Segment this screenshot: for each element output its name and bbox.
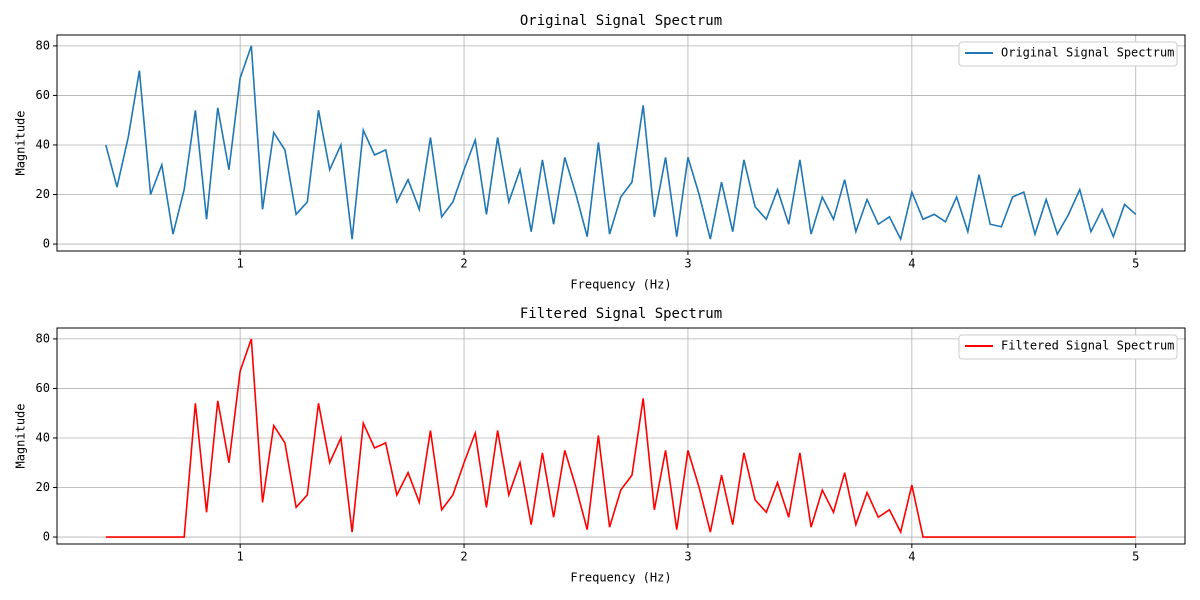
x-tick-label: 2 bbox=[460, 257, 467, 271]
x-axis-label: Frequency (Hz) bbox=[570, 278, 671, 292]
y-tick-label: 80 bbox=[36, 331, 50, 345]
plot-frame bbox=[56, 327, 1186, 545]
x-tick-label: 5 bbox=[1132, 550, 1139, 564]
x-tick-label: 1 bbox=[237, 550, 244, 564]
legend-label: Filtered Signal Spectrum bbox=[1001, 339, 1174, 353]
series-line bbox=[105, 338, 1136, 538]
chart-title: Filtered Signal Spectrum bbox=[520, 306, 722, 322]
series-line bbox=[105, 45, 1137, 242]
x-tick-label: 3 bbox=[684, 257, 691, 271]
x-tick-label: 3 bbox=[684, 550, 691, 564]
legend-box bbox=[958, 41, 1178, 67]
y-tick-label: 20 bbox=[36, 480, 50, 494]
y-axis-label: Magnitude bbox=[14, 110, 28, 175]
chart-title: Original Signal Spectrum bbox=[520, 13, 722, 29]
legend-label: Original Signal Spectrum bbox=[1001, 46, 1174, 60]
x-tick-label: 2 bbox=[460, 550, 467, 564]
y-tick-label: 40 bbox=[36, 430, 50, 444]
x-tick-label: 1 bbox=[237, 257, 244, 271]
legend-box bbox=[958, 334, 1178, 360]
plot-frame bbox=[56, 34, 1186, 252]
y-tick-label: 40 bbox=[36, 137, 50, 151]
y-axis-label: Magnitude bbox=[14, 403, 28, 468]
y-tick-label: 0 bbox=[43, 237, 50, 251]
x-axis-label: Frequency (Hz) bbox=[570, 571, 671, 585]
y-tick-label: 0 bbox=[43, 530, 50, 544]
y-tick-label: 20 bbox=[36, 187, 50, 201]
x-tick-label: 4 bbox=[908, 257, 915, 271]
y-tick-label: 60 bbox=[36, 381, 50, 395]
x-tick-label: 5 bbox=[1132, 257, 1139, 271]
y-tick-label: 60 bbox=[36, 88, 50, 102]
y-tick-label: 80 bbox=[36, 38, 50, 52]
x-tick-label: 4 bbox=[908, 550, 915, 564]
